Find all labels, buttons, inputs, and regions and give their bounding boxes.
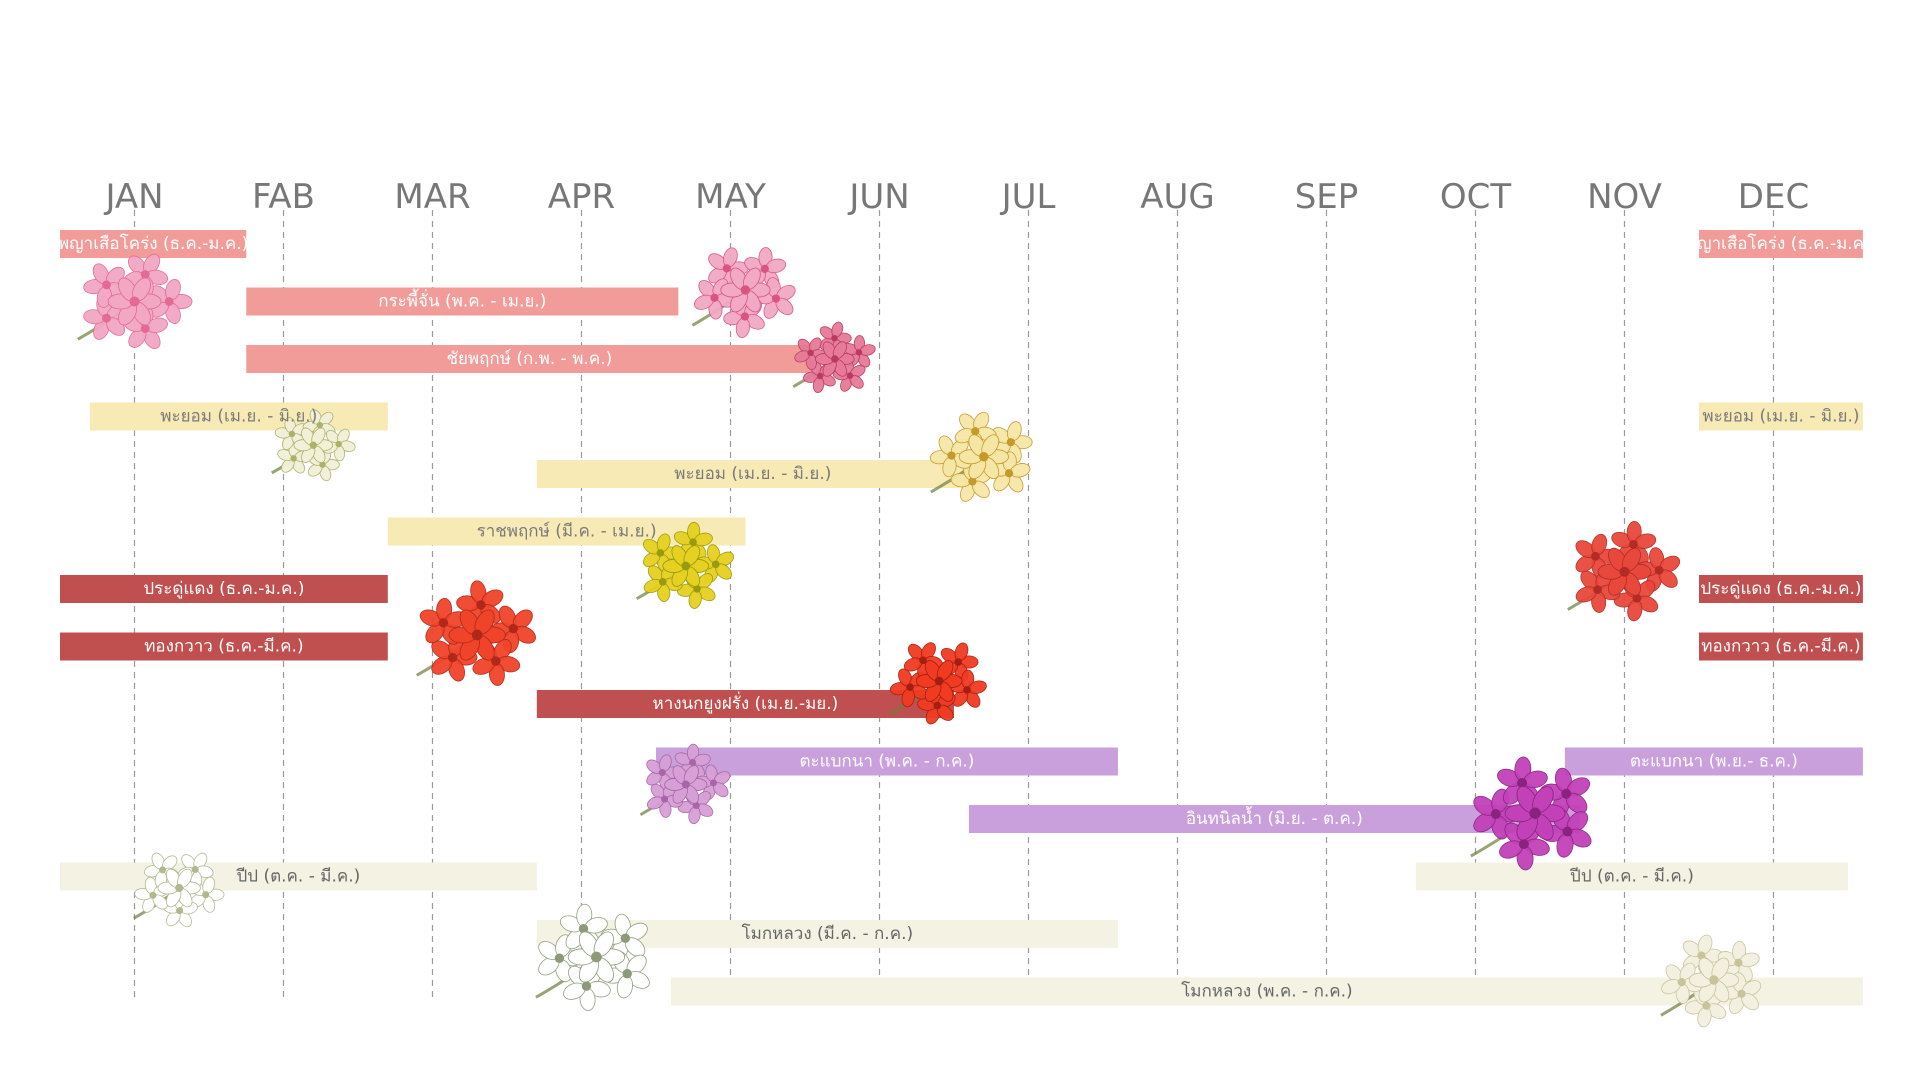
lavender-crepe-icon: [639, 743, 731, 825]
bloom-bar-row12-seg2: [1415, 862, 1848, 891]
bloom-bar-label: ทองกวาว (ธ.ค.-มี.ค.): [144, 637, 303, 657]
flower-illustrations: [77, 247, 1762, 1028]
pink-cluster-a-icon: [691, 247, 796, 339]
bloom-bar-label: พญาเสือโคร่ง (ธ.ค.-ม.ค.): [1686, 233, 1876, 254]
red-spider-flower-icon: [1567, 521, 1681, 622]
bloom-bar-row9-seg1: [536, 690, 954, 718]
bloom-bar-labels: พญาเสือโคร่ง (ธ.ค.-ม.ค.) พญาเสือโคร่ง (ธ.…: [58, 233, 1876, 1002]
white-cluster-a-icon: [270, 409, 356, 482]
bloom-bar-label: ราชพฤกษ์ (มี.ค. - เม.ย.): [477, 522, 657, 542]
bloom-bars: [60, 230, 1863, 1006]
month-label-jun: JUN: [847, 177, 909, 217]
wild-himalayan-cherry-icon: [77, 253, 193, 349]
flamboyant-icon: [889, 642, 987, 725]
bloom-bar-label: ตะแบกนา (พ.ค. - ก.ค.): [800, 752, 975, 772]
month-label-apr: APR: [548, 177, 615, 217]
bloom-bar-row12-seg1: [60, 862, 537, 891]
white-jasmine-a-icon: [133, 852, 225, 928]
bloom-bar-label: พะยอม (เม.ย. - มิ.ย.): [674, 464, 831, 484]
month-label-mar: MAR: [394, 177, 470, 217]
bloom-bar-label: พญาเสือโคร่ง (ธ.ค.-ม.ค.): [58, 233, 248, 254]
pink-cluster-b-icon: [792, 321, 876, 393]
bloom-bar-row3-seg1: [246, 345, 813, 373]
bloom-bar-label: พะยอม (เม.ย. - มิ.ย.): [1702, 407, 1859, 427]
bloom-bar-row1-seg1: [60, 230, 247, 258]
bloom-bar-label: โมกหลวง (มี.ค. - ก.ค.): [742, 923, 914, 944]
month-label-nov: NOV: [1587, 177, 1662, 217]
bloom-bar-row8-seg2: [1699, 632, 1863, 661]
bloom-bar-row7-seg2: [1699, 575, 1863, 603]
bloom-bar-label: พะยอม (เม.ย. - มิ.ย.): [160, 407, 317, 427]
bloom-bar-label: ทองกวาว (ธ.ค.-มี.ค.): [1701, 637, 1860, 657]
month-axis: JAN FAB MAR APR MAY JUN JUL AUG SEP OCT NOV DEC: [103, 177, 1809, 217]
white-star-cluster-icon: [535, 903, 650, 1011]
month-label-dec: DEC: [1738, 177, 1809, 217]
bloom-bar-label: โมกหลวง (พ.ค. - ก.ค.): [1181, 981, 1353, 1002]
bloom-bar-label: ประดู่แดง (ธ.ค.-ม.ค.): [143, 579, 304, 599]
bloom-bar-label: อินทนิลน้ำ (มิ.ย. - ต.ค.): [1186, 806, 1363, 829]
bloom-bar-row8-seg1: [60, 632, 388, 661]
month-label-aug: AUG: [1140, 177, 1215, 217]
month-label-oct: OCT: [1440, 177, 1512, 217]
yellow-white-lily-icon: [929, 411, 1033, 502]
bloom-bar-row10-seg1: [656, 747, 1118, 776]
bloom-bar-row1-seg2: [1699, 230, 1863, 258]
purple-crepe-icon: [1470, 756, 1592, 871]
bloom-bar-row5-seg1: [536, 460, 969, 488]
bloom-bar-label: ปีป (ต.ค. - มี.ค.): [236, 867, 361, 887]
bloom-bar-row2-seg1: [246, 287, 679, 316]
bloom-bar-row7-seg1: [60, 575, 388, 603]
bloom-bar-label: หางนกยูงฝรั่ง (เม.ย.-มย.): [653, 691, 839, 714]
month-label-fab: FAB: [252, 177, 315, 217]
month-label-jul: JUL: [1000, 177, 1056, 217]
bloom-bar-label: กระพี้จั่น (พ.ค. - เม.ย.): [378, 289, 546, 312]
golden-shower-icon: [635, 521, 735, 609]
bloom-bar-row4-seg1: [89, 402, 388, 431]
bloom-bar-row4-seg2: [1699, 402, 1863, 431]
bloom-bar-label: ตะแบกนา (พ.ย.- ธ.ค.): [1630, 752, 1798, 772]
month-label-jan: JAN: [103, 177, 163, 217]
flame-of-forest-icon: [415, 580, 536, 686]
white-single-flower-icon: [1660, 934, 1762, 1028]
bloom-bar-row10-seg2: [1564, 747, 1863, 776]
bloom-bar-label: ปีป (ต.ค. - มี.ค.): [1569, 867, 1694, 887]
bloom-bar-label: ชัยพฤกษ์ (ก.พ. - พ.ค.): [446, 349, 612, 369]
month-label-may: MAY: [695, 177, 766, 217]
month-label-sep: SEP: [1295, 177, 1359, 217]
bloom-bar-label: ประดู่แดง (ธ.ค.-ม.ค.): [1700, 579, 1861, 599]
